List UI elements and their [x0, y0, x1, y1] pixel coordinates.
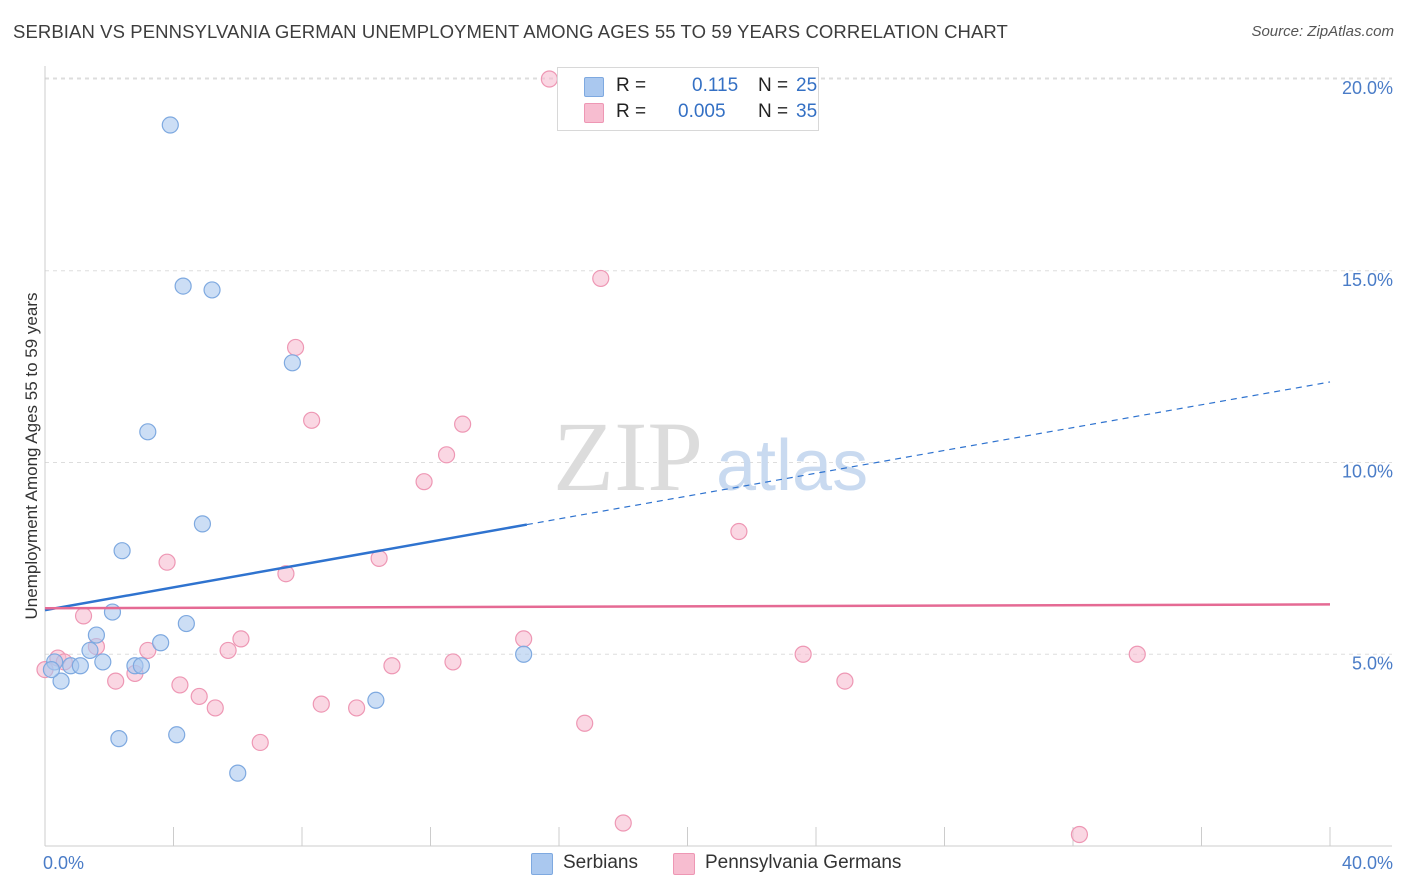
serbian-point — [367, 691, 385, 709]
pa-german-point — [232, 630, 250, 648]
trend-layer — [44, 381, 1331, 612]
y-tick-label: 15.0% — [1342, 270, 1393, 290]
serbian-point — [168, 726, 186, 744]
pa-german-point — [1070, 825, 1089, 844]
watermark-zip: ZIP — [553, 401, 703, 512]
serbian-point — [139, 423, 157, 441]
correlation-legend: R = 0.115 N = 25 R = 0.005 N = 35 — [557, 67, 819, 131]
pa-german-point — [277, 565, 295, 583]
pa-german-point — [576, 714, 594, 732]
serbian-point — [71, 657, 89, 675]
x-tick-label: 40.0% — [1342, 853, 1393, 873]
serbian-point — [87, 626, 106, 644]
axis-layer: 5.0% 10.0% 15.0% 20.0% 0.0% 40.0% — [43, 66, 1393, 873]
serbian-point — [110, 730, 128, 748]
serbian-point — [94, 653, 112, 671]
pa-german-point — [312, 695, 330, 713]
pa-german-point — [303, 411, 321, 429]
serbian-trend-line — [44, 523, 528, 612]
pa-german-point — [219, 641, 237, 660]
y-tick-label: 20.0% — [1342, 78, 1393, 98]
legend-r-value: 0.115 — [692, 75, 739, 96]
serbian-point — [174, 277, 192, 295]
serbian-point — [52, 672, 70, 690]
legend-r-value: 0.005 — [678, 101, 726, 122]
legend-n-label: N = — [758, 101, 789, 122]
legend-swatch-serbians — [531, 853, 553, 875]
x-tick-label: 0.0% — [43, 853, 84, 873]
pa-german-point — [158, 553, 176, 571]
legend-n-value: 35 — [796, 101, 818, 122]
legend-n-label: N = — [758, 75, 789, 96]
pa-german-trend-line — [44, 603, 1331, 610]
pa-german-point — [348, 699, 366, 717]
serbian-point — [152, 634, 170, 652]
legend-r-label: R = — [616, 101, 647, 122]
pa-german-point — [794, 645, 812, 663]
pa-german-point — [190, 687, 208, 706]
serbian-point — [515, 645, 533, 663]
serbian-point — [113, 542, 131, 560]
serbian-point — [42, 660, 61, 679]
source-label: Source: ZipAtlas.com — [1251, 23, 1394, 40]
pa-german-point — [415, 473, 433, 491]
y-tick-label: 10.0% — [1342, 462, 1393, 482]
pa-german-point — [437, 446, 456, 464]
serbian-point — [229, 764, 247, 782]
pa-german-point — [540, 70, 558, 88]
pa-german-point — [1128, 645, 1146, 663]
legend-label-pa-germans: Pennsylvania Germans — [705, 852, 902, 873]
pa-german-point — [515, 630, 533, 648]
pa-german-point — [730, 522, 748, 541]
legend-swatch-pa-germans — [673, 853, 695, 875]
pa-german-point — [592, 269, 610, 288]
serbian-point — [103, 603, 122, 621]
y-axis-label: Unemployment Among Ages 55 to 59 years — [22, 293, 41, 620]
pa-german-point — [454, 415, 472, 433]
serbian-point — [161, 116, 179, 134]
pa-german-point — [74, 607, 93, 625]
pa-german-point — [383, 657, 401, 675]
legend-n-value: 25 — [796, 75, 818, 96]
pa-german-point — [251, 733, 269, 752]
serbian-point — [177, 614, 195, 633]
pa-german-point — [206, 699, 224, 717]
legend-r-label: R = — [616, 75, 647, 96]
watermark-atlas: atlas — [716, 426, 868, 506]
legend-label-serbians: Serbians — [563, 852, 638, 873]
watermark: ZIP atlas — [553, 401, 868, 512]
serbian-trend-extension — [526, 381, 1331, 526]
serbian-point — [132, 657, 150, 675]
legend-swatch-pa-germans — [584, 103, 604, 123]
serbian-point — [81, 641, 99, 660]
y-tick-label: 5.0% — [1352, 653, 1393, 673]
pa-german-point — [444, 653, 462, 671]
chart-title: SERBIAN VS PENNSYLVANIA GERMAN UNEMPLOYM… — [13, 21, 1008, 42]
grid-layer — [45, 77, 1392, 655]
pa-german-point — [836, 672, 854, 690]
serbian-point — [193, 515, 212, 533]
points-layer — [36, 70, 1146, 844]
legend-swatch-serbians — [584, 77, 604, 97]
pa-german-point — [614, 814, 632, 832]
serbian-point — [203, 281, 221, 299]
pa-german-point — [286, 338, 305, 357]
pa-german-point — [107, 672, 125, 690]
pa-german-point — [139, 641, 157, 660]
pa-german-point — [171, 676, 189, 694]
serbian-point — [283, 354, 301, 372]
